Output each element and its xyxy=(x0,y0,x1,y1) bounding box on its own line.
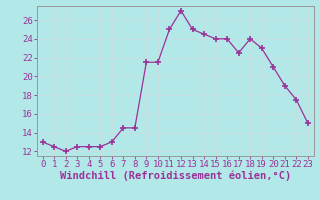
X-axis label: Windchill (Refroidissement éolien,°C): Windchill (Refroidissement éolien,°C) xyxy=(60,171,291,181)
